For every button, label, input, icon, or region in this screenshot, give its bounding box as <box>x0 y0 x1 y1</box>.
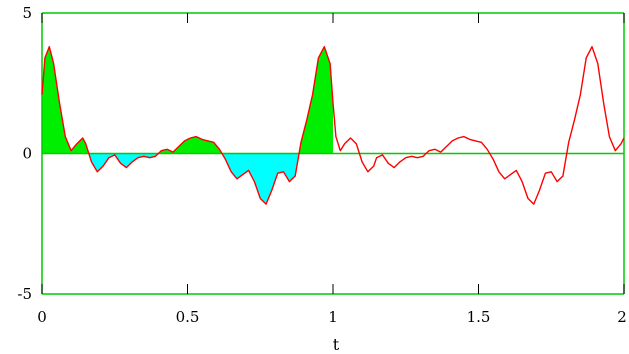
y-tick-label: 0 <box>22 145 32 163</box>
x-tick-label: 0 <box>37 308 47 326</box>
y-tick-labels: 5 0 -5 <box>17 4 32 303</box>
negative-area <box>222 153 300 205</box>
positive-area <box>299 46 333 154</box>
x-tick-label: 1.5 <box>467 308 491 326</box>
x-tick-label: 2 <box>617 308 627 326</box>
shaded-area-group <box>42 46 333 205</box>
y-tick-label: -5 <box>17 285 32 303</box>
x-tick-label: 1 <box>328 308 338 326</box>
positive-area <box>158 136 223 154</box>
x-tick-marks <box>41 13 625 294</box>
x-axis-title: t <box>333 335 340 354</box>
curve-group <box>41 46 625 205</box>
x-tick-labels: 0 0.5 1 1.5 2 <box>37 308 627 326</box>
y-tick-label: 5 <box>22 4 32 22</box>
positive-area <box>42 46 89 154</box>
series-line <box>41 46 625 205</box>
x-tick-label: 0.5 <box>176 308 200 326</box>
negative-area <box>88 153 159 172</box>
